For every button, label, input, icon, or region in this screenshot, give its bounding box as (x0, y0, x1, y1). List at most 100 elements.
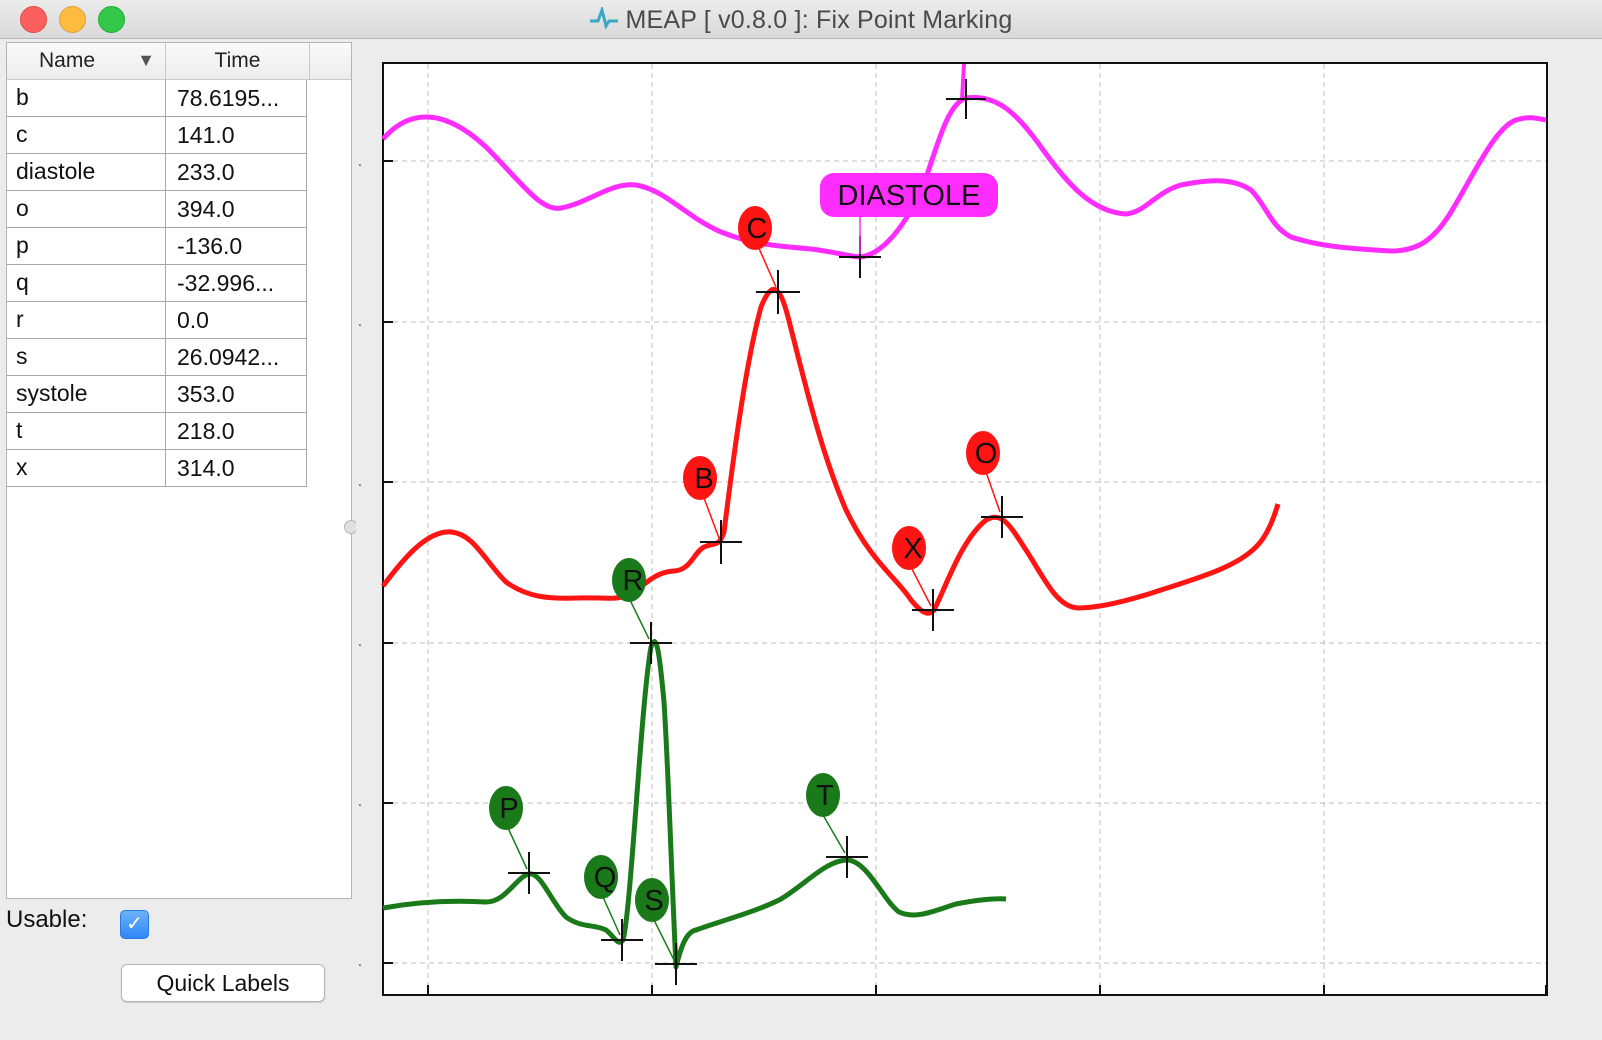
crosshair-o[interactable] (981, 496, 1023, 538)
crosshair-s[interactable] (655, 943, 697, 985)
table-row[interactable]: systole 353.0 (7, 376, 307, 413)
cell-name: c (16, 121, 28, 147)
crosshair-systole[interactable] (946, 79, 986, 119)
column-header-time[interactable]: Time (166, 43, 310, 79)
title-bar: MEAP [ v0.8.0 ]: Fix Point Marking (0, 0, 1602, 39)
y-tick-label: . (358, 953, 362, 969)
label-text: DIASTOLE (838, 180, 981, 212)
label-text: R (623, 565, 644, 597)
label-badge-bg (635, 878, 669, 922)
crosshair-r[interactable] (630, 622, 672, 664)
label-text: X (903, 533, 922, 565)
cell-name: r (16, 306, 24, 332)
crosshair-q[interactable] (601, 919, 643, 961)
label-leader-lines (507, 214, 1001, 961)
label-badge-bg (892, 526, 926, 570)
cell-time[interactable]: 394.0 (165, 191, 307, 227)
plot-frame (382, 62, 1548, 996)
crosshair-t[interactable] (826, 836, 868, 878)
minimize-window-button[interactable] (59, 6, 86, 33)
marker-label-x[interactable]: X (892, 526, 926, 570)
sort-descending-icon: ▼ (137, 50, 155, 70)
crosshair-c[interactable] (756, 270, 800, 314)
y-tick-label: . (358, 633, 362, 649)
crosshair-p[interactable] (508, 852, 550, 894)
cell-name: diastole (16, 158, 96, 184)
label-text: O (975, 438, 998, 470)
quick-labels-button[interactable]: Quick Labels (121, 964, 325, 1002)
label-text: Q (594, 862, 617, 894)
table-row[interactable]: q -32.996... (7, 265, 307, 302)
cell-time[interactable]: 141.0 (165, 117, 307, 153)
ecg-signal-trace (382, 639, 1007, 970)
y-tick-label: . (358, 313, 362, 329)
signal-plot-area[interactable]: . . . . . . (356, 42, 1602, 1040)
cell-time[interactable]: 78.6195... (165, 80, 307, 116)
close-window-button[interactable] (20, 6, 47, 33)
marker-label-p[interactable]: P (489, 786, 523, 830)
cell-time[interactable]: 218.0 (165, 413, 307, 449)
marker-label-q[interactable]: Q (584, 855, 618, 899)
table-row[interactable]: p -136.0 (7, 228, 307, 265)
label-badge-bg (489, 786, 523, 830)
marker-label-s[interactable]: S (635, 878, 669, 922)
column-header-name-label: Name (39, 49, 96, 72)
label-badge-bg (683, 456, 717, 500)
leader-line-s (653, 919, 675, 961)
checkmark-icon: ✓ (126, 913, 143, 935)
label-badge-bg (966, 431, 1000, 475)
cell-time[interactable]: 353.0 (165, 376, 307, 412)
y-tick-label: . (358, 473, 362, 489)
bp-signal-trace-peak (960, 63, 966, 101)
table-row[interactable]: s 26.0942... (7, 339, 307, 376)
y-tick-labels: . . . . . . (358, 153, 362, 969)
marker-label-t[interactable]: T (806, 773, 840, 817)
table-row[interactable]: b 78.6195... (7, 80, 307, 117)
cell-time[interactable]: 0.0 (165, 302, 307, 338)
table-row[interactable]: r 0.0 (7, 302, 307, 339)
table-row[interactable]: t 218.0 (7, 413, 307, 450)
cell-name: x (16, 454, 28, 480)
marker-label-o[interactable]: O (966, 431, 1000, 475)
label-badge-bg (820, 173, 998, 217)
usable-checkbox[interactable]: ✓ (120, 910, 149, 939)
window-title-container: MEAP [ v0.8.0 ]: Fix Point Marking (0, 4, 1602, 36)
label-text: B (694, 463, 713, 495)
marker-label-c[interactable]: C (738, 206, 772, 250)
label-text: S (644, 885, 663, 917)
cell-time[interactable]: 314.0 (165, 450, 307, 486)
column-header-name[interactable]: Name ▼ (7, 43, 166, 79)
label-badge-bg (584, 855, 618, 899)
table-body: b 78.6195... c 141.0 diastole 233.0 o 394.0 p -13… (7, 80, 307, 487)
crosshair-b[interactable] (700, 520, 742, 564)
table-row[interactable]: o 394.0 (7, 191, 307, 228)
table-row[interactable]: diastole 233.0 (7, 154, 307, 191)
leader-line-t (822, 814, 846, 854)
cell-time[interactable]: -136.0 (165, 228, 307, 264)
leader-line-c (757, 245, 777, 288)
signal-plot[interactable]: . . . . . . (356, 42, 1602, 1040)
app-waveform-icon (589, 4, 619, 36)
table-row[interactable]: c 141.0 (7, 117, 307, 154)
table-row[interactable]: x 314.0 (7, 450, 307, 487)
window-title: MEAP [ v0.8.0 ]: Fix Point Marking (625, 6, 1013, 34)
cell-time[interactable]: 233.0 (165, 154, 307, 190)
cell-time[interactable]: 26.0942... (165, 339, 307, 375)
cell-name: o (16, 195, 29, 221)
axis-ticks (383, 160, 1547, 995)
leader-line-r (629, 599, 650, 640)
cell-time[interactable]: -32.996... (165, 265, 307, 301)
marker-label-r[interactable]: R (612, 558, 646, 602)
table-header: Name ▼ Time (7, 43, 351, 80)
cell-name: systole (16, 380, 88, 406)
crosshair-x[interactable] (912, 589, 954, 631)
label-badge-bg (612, 558, 646, 602)
maximize-window-button[interactable] (98, 6, 125, 33)
marker-label-diastole[interactable]: DIASTOLE (820, 173, 998, 217)
leader-line-p (507, 827, 528, 870)
cell-name: t (16, 417, 23, 443)
leader-line-o (985, 471, 1001, 513)
fixed-points-table[interactable]: Name ▼ Time b 78.6195... c 141.0 diastole 233… (6, 42, 352, 899)
label-text: T (816, 780, 834, 812)
marker-label-b[interactable]: B (683, 456, 717, 500)
